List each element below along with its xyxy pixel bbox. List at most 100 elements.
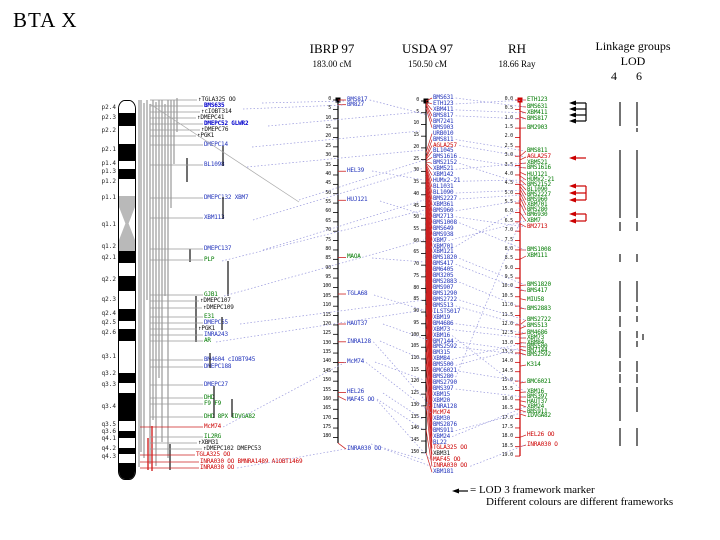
rh-tick-label: 9.0 — [504, 264, 514, 271]
marker-label-eth123: ETH123 — [527, 96, 548, 103]
band-label-p1-1: p1.1 — [101, 194, 116, 201]
marker-label-dmepc188: DMEPC188 — [204, 363, 232, 370]
ibrp-tick-label: 55 — [325, 199, 331, 206]
marker-label-bm827: BM827 — [347, 100, 365, 108]
rh-tick-label: 2.5 — [504, 142, 514, 149]
marker-label-bms500: BMS500 — [527, 343, 548, 350]
rh-tick-label: 9.5 — [504, 274, 514, 281]
marker-label-tgla325-oo: TGLA325 OO — [433, 444, 468, 452]
rh-marker-leader — [519, 202, 527, 216]
usda-marker-leader — [425, 276, 433, 396]
rh-marker-leader — [519, 150, 527, 157]
marker-label-inra030-oo: INRA030 OO — [433, 462, 468, 470]
marker-label-tgla68: TGLA68 — [347, 290, 368, 297]
marker-label-mcm74: McM74 — [433, 408, 451, 416]
rh-tick-label: 15.5 — [501, 386, 513, 393]
marker-label-bms1008: BMS1008 — [527, 246, 551, 253]
ibrp-tick-label: 5 — [328, 105, 331, 112]
marker-label-bm7241: BM7241 — [433, 117, 454, 125]
usda-marker-leader — [425, 175, 433, 223]
usda-marker-leader — [425, 161, 433, 164]
marker-label-inra128: INRA128 — [347, 337, 371, 345]
marker-label-bm6405: BM6405 — [433, 266, 454, 274]
usda-marker-leader — [425, 164, 433, 176]
usda-marker-leader — [425, 170, 433, 205]
marker-label-bms2152: BMS2152 — [527, 181, 551, 188]
marker-label-bl1031: BL1031 — [433, 183, 454, 191]
usda-marker-leader — [425, 157, 433, 162]
column-header-usda: USDA 97 — [402, 41, 453, 56]
usda-marker-leader — [425, 293, 433, 407]
usda-marker-leader — [425, 104, 433, 122]
homology-connector — [451, 406, 526, 437]
ibrp-tick-label: 125 — [322, 330, 332, 337]
marker-label-bm3205: BM3205 — [433, 272, 454, 280]
rh-tick-label: 13.5 — [501, 348, 513, 355]
usda-tick-label: 150 — [410, 448, 420, 455]
rh-tick-label: 0.5 — [504, 105, 514, 112]
homology-connector — [455, 323, 526, 334]
usda-tick-label: 15 — [413, 132, 419, 139]
ibrp-tick-label: 60 — [325, 208, 331, 215]
rh-tick-label: 10.5 — [501, 292, 513, 299]
legend-framework-marker: = LOD 3 framework marker — [470, 484, 595, 496]
usda-marker-leader — [425, 316, 433, 419]
marker-label-dmepc107: ↑DMEPC107 — [200, 297, 231, 304]
usda-marker-leader — [425, 208, 433, 300]
marker-label-bms2883: BMS2883 — [527, 305, 551, 312]
usda-marker-leader — [425, 197, 433, 271]
marker-label-eth123: ETH123 — [433, 99, 454, 107]
rh-tick-label: 2.0 — [504, 133, 514, 140]
framework-arrow-icon — [569, 106, 576, 112]
band-label-q3-2: q3.2 — [101, 370, 116, 377]
usda-marker-leader — [425, 168, 433, 200]
marker-label-k314: K314 — [527, 361, 541, 368]
band-label-p1-3: p1.3 — [101, 168, 116, 175]
usda-marker-leader — [425, 178, 433, 229]
ibrp-tick-label: 45 — [325, 180, 331, 187]
linkage-lod-label: LOD — [620, 54, 646, 68]
homology-connector — [452, 329, 526, 339]
rh-marker-leader — [519, 404, 527, 408]
framework-arrow-icon — [569, 112, 576, 118]
framework-arrow-icon — [569, 197, 576, 203]
usda-tick-label: 60 — [413, 237, 419, 244]
usda-marker-leader — [425, 253, 433, 366]
rh-tick-label: 13.0 — [501, 339, 513, 346]
homology-connector — [455, 204, 526, 247]
usda-tick-label: 5 — [416, 108, 419, 115]
ideogram-band — [119, 373, 135, 383]
marker-label-bms960: BMS960 — [433, 206, 454, 214]
framework-arrow-icon — [569, 183, 576, 189]
marker-label-bms1008: BMS1008 — [433, 218, 457, 226]
marker-label-bms631: BMS631 — [433, 94, 454, 101]
ideogram-band — [119, 161, 135, 169]
ibrp-tick-label: 15 — [325, 124, 331, 131]
usda-marker-leader — [425, 272, 433, 390]
usda-tick-label: 110 — [410, 354, 420, 361]
ibrp-tick-label: 145 — [322, 367, 332, 374]
marker-label-maf45-oo: MAF45 OO — [433, 456, 461, 464]
usda-tick-label: 25 — [413, 155, 419, 162]
homology-connector — [459, 163, 526, 186]
ideogram-band — [119, 196, 135, 251]
rh-axis-origin — [517, 97, 523, 103]
ibrp-tick-label: 140 — [322, 358, 332, 365]
band-label-q2-2: q2.2 — [101, 276, 116, 283]
ibrp-tick-label: 80 — [325, 245, 331, 252]
usda-marker-leader — [425, 281, 433, 401]
marker-label-bms817: BMS817 — [347, 96, 368, 103]
marker-label-bmc6021: BMC6021 — [527, 378, 551, 385]
rh-marker-leader — [519, 179, 527, 186]
ibrp-tick-label: 0 — [328, 96, 331, 102]
usda-marker-leader — [425, 199, 433, 277]
homology-connector — [221, 209, 425, 262]
usda-tick-label: 10 — [413, 120, 419, 127]
marker-label-bms280: BMS280 — [433, 373, 454, 381]
usda-tick-label: 20 — [413, 143, 419, 150]
usda-marker-leader — [425, 103, 433, 116]
ideogram-band — [119, 309, 135, 321]
marker-label-bl22: BL22 — [433, 438, 447, 446]
rh-tick-label: 8.0 — [504, 245, 514, 252]
